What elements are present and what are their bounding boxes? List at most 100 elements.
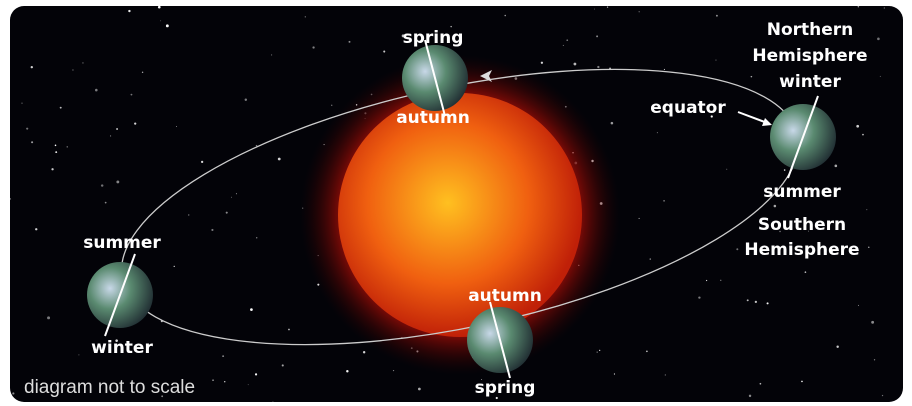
star xyxy=(349,41,351,43)
label: winter xyxy=(779,72,841,92)
star xyxy=(614,373,615,374)
label: Hemisphere xyxy=(752,46,867,66)
label: summer xyxy=(763,182,841,202)
label: summer xyxy=(83,233,161,253)
star xyxy=(31,141,33,143)
star xyxy=(874,359,875,360)
label: spring xyxy=(403,28,464,48)
star xyxy=(884,8,885,9)
star xyxy=(305,16,306,17)
star xyxy=(288,329,290,331)
star xyxy=(236,193,237,194)
star xyxy=(82,62,83,63)
star xyxy=(383,50,385,52)
star xyxy=(174,266,175,267)
star xyxy=(12,392,14,394)
star xyxy=(698,296,700,298)
star xyxy=(231,197,232,198)
star xyxy=(835,165,838,168)
star xyxy=(566,39,568,41)
star xyxy=(720,280,721,281)
star xyxy=(856,125,859,128)
star xyxy=(646,351,648,353)
star xyxy=(639,218,640,219)
star xyxy=(110,135,111,136)
star xyxy=(201,161,203,163)
star xyxy=(273,401,274,402)
star xyxy=(21,103,22,104)
star xyxy=(767,302,769,304)
star xyxy=(312,46,314,48)
star xyxy=(282,364,284,366)
star xyxy=(597,66,599,68)
label: equator xyxy=(650,98,726,118)
star xyxy=(596,35,598,37)
star xyxy=(665,375,666,376)
sun xyxy=(338,93,582,337)
star xyxy=(222,355,224,357)
star xyxy=(858,6,859,7)
star xyxy=(541,62,543,64)
star xyxy=(650,258,651,259)
star xyxy=(594,9,595,10)
star xyxy=(116,128,118,130)
star xyxy=(716,15,718,17)
label: winter xyxy=(91,338,153,358)
star xyxy=(774,205,777,208)
star xyxy=(72,69,73,70)
star xyxy=(160,20,161,21)
star xyxy=(224,381,225,382)
star xyxy=(862,134,864,136)
star xyxy=(245,99,247,101)
star xyxy=(176,126,177,127)
star xyxy=(134,123,136,125)
star xyxy=(363,351,365,353)
star xyxy=(755,301,757,303)
star xyxy=(166,24,169,27)
star xyxy=(882,395,883,396)
star xyxy=(158,6,161,9)
star xyxy=(278,158,281,161)
star xyxy=(55,145,57,147)
star xyxy=(880,76,881,77)
star xyxy=(611,122,614,125)
star xyxy=(128,10,130,12)
star xyxy=(331,105,332,106)
star xyxy=(248,384,249,385)
star xyxy=(871,321,874,324)
star xyxy=(607,7,608,8)
star xyxy=(67,146,68,147)
label: Southern xyxy=(758,215,846,235)
note: diagram not to scale xyxy=(24,377,195,398)
star xyxy=(805,271,807,273)
star xyxy=(801,381,803,383)
star xyxy=(226,212,228,214)
star xyxy=(418,388,421,391)
star xyxy=(51,168,53,170)
star xyxy=(116,180,119,183)
star xyxy=(101,184,103,186)
star xyxy=(563,45,564,46)
scene: spring autumn Northern Hemisphere winter… xyxy=(9,6,903,402)
star xyxy=(105,202,107,204)
star xyxy=(706,280,707,281)
star xyxy=(60,107,62,109)
star xyxy=(256,237,257,238)
star xyxy=(599,350,600,351)
star xyxy=(868,246,870,248)
label: autumn xyxy=(396,108,470,128)
label: autumn xyxy=(468,286,542,306)
star xyxy=(751,76,753,78)
star xyxy=(504,15,506,17)
star xyxy=(31,66,33,68)
star xyxy=(55,151,57,153)
diagram: spring autumn Northern Hemisphere winter… xyxy=(0,0,912,406)
star xyxy=(726,169,727,170)
star xyxy=(760,383,762,385)
star xyxy=(9,198,11,200)
star xyxy=(597,351,598,352)
star xyxy=(747,299,749,301)
star xyxy=(255,373,257,375)
star xyxy=(836,345,838,347)
star xyxy=(47,316,50,319)
